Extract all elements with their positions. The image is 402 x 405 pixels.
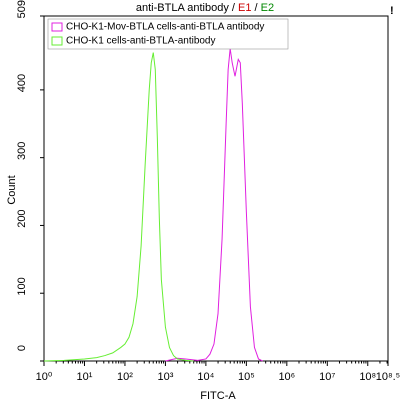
x-tick-label: 10⁸.⁵ (376, 371, 401, 383)
y-tick-label: 300 (16, 142, 28, 160)
title-part: E2 (261, 2, 274, 14)
title-part: / (229, 2, 238, 14)
legend-swatch (51, 36, 63, 46)
y-tick-label: 400 (16, 74, 28, 92)
x-tick-label: 10⁴ (197, 371, 214, 383)
x-tick-label: 10¹ (77, 371, 93, 383)
plot-frame (43, 15, 389, 362)
y-tick-label: 100 (16, 277, 28, 295)
title-part: E1 (238, 2, 251, 14)
histogram-line (165, 48, 263, 362)
y-tick-label: 200 (16, 209, 28, 227)
warning-mark: ! (390, 5, 394, 17)
legend-label: CHO-K1 cells-anti-BTLA-antibody (66, 36, 216, 47)
x-tick-label: 10⁸ (359, 371, 376, 383)
title-part: / (251, 2, 260, 14)
y-tick-label: 0 (16, 345, 28, 351)
y-tick-label: 509 (16, 0, 28, 18)
y-axis-label: Count (6, 175, 18, 204)
legend-swatch (51, 22, 63, 32)
x-tick-label: 10⁰ (36, 371, 53, 383)
x-tick-label: 10⁶ (278, 371, 295, 383)
legend-box (47, 18, 289, 50)
legend-label: CHO-K1-Mov-BTLA cells-anti-BTLA antibody (66, 22, 264, 33)
chart-title: anti-BTLA antibody / E1 / E2 (136, 2, 274, 14)
x-tick-label: 10⁵ (238, 371, 255, 383)
x-tick-label: 10³ (157, 371, 173, 383)
x-tick-label: 10² (117, 371, 133, 383)
x-axis-label: FITC-A (200, 390, 236, 402)
x-tick-label: 10⁷ (319, 371, 335, 383)
histogram-line (43, 52, 194, 362)
title-part: anti-BTLA antibody (136, 2, 229, 14)
